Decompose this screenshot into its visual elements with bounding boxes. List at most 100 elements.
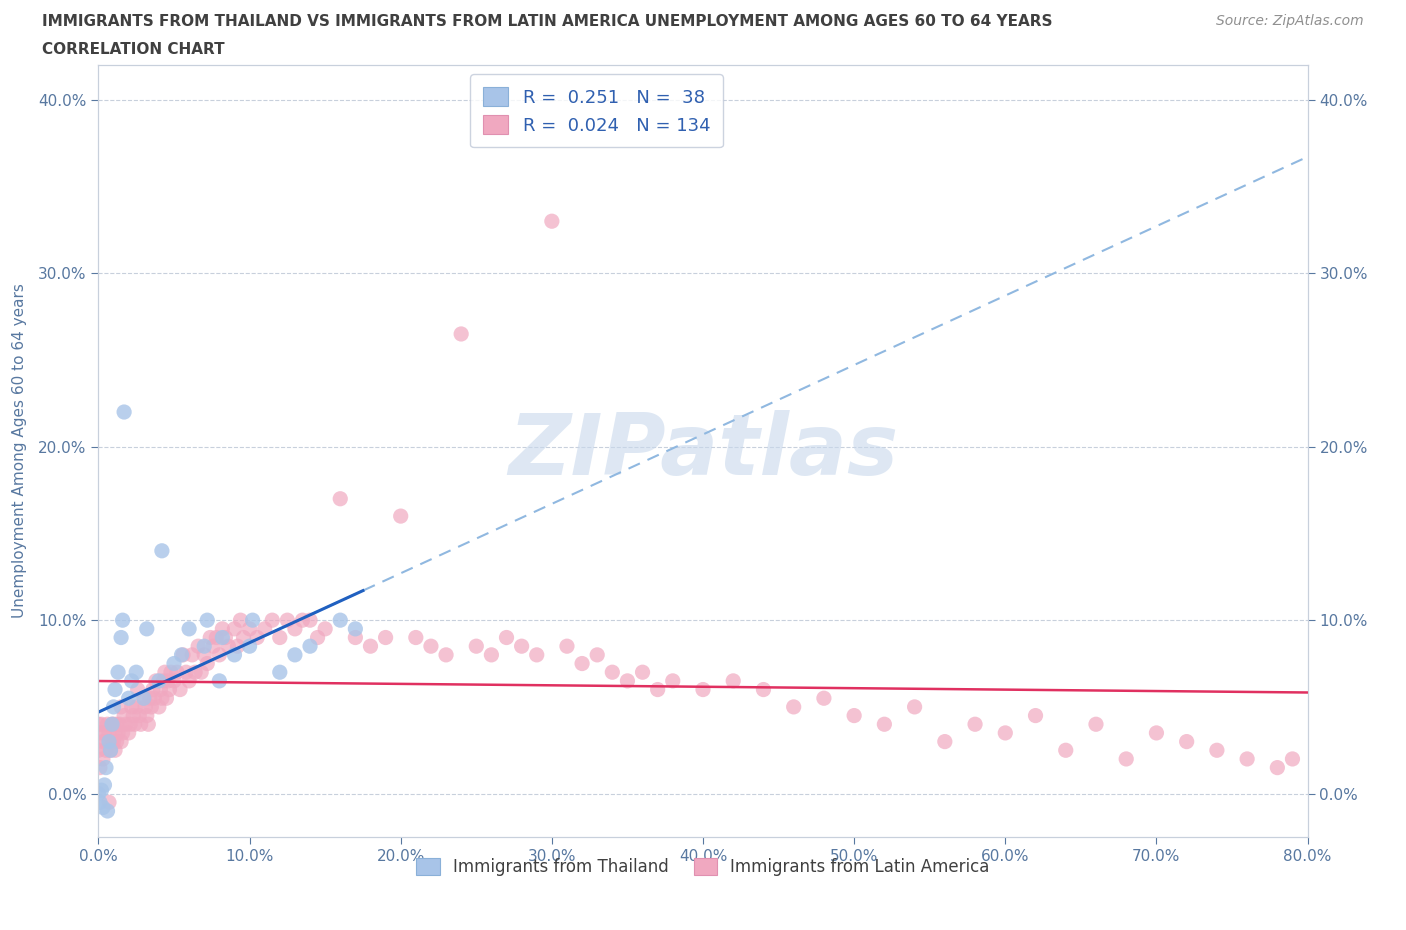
- Point: [269, 631, 291, 645]
- Text: IMMIGRANTS FROM THAILAND VS IMMIGRANTS FROM LATIN AMERICA UNEMPLOYMENT AMONG AGE: IMMIGRANTS FROM THAILAND VS IMMIGRANTS F…: [42, 14, 1053, 29]
- Point: [93, 725, 115, 740]
- Point: [276, 613, 298, 628]
- Point: [181, 647, 204, 662]
- Point: [526, 647, 548, 662]
- Point: [132, 691, 155, 706]
- Point: [179, 673, 201, 688]
- Point: [299, 613, 322, 628]
- Point: [174, 665, 197, 680]
- Point: [136, 717, 159, 732]
- Point: [148, 699, 170, 714]
- Point: [103, 717, 125, 732]
- Point: [329, 613, 352, 628]
- Point: [602, 665, 624, 680]
- Point: [89, 725, 111, 740]
- Point: [108, 717, 131, 732]
- Point: [844, 708, 866, 723]
- Point: [149, 682, 172, 697]
- Point: [121, 699, 143, 714]
- Point: [94, 743, 117, 758]
- Point: [193, 647, 215, 662]
- Point: [1206, 743, 1229, 758]
- Point: [242, 613, 264, 628]
- Point: [510, 639, 533, 654]
- Point: [132, 691, 155, 706]
- Point: [128, 708, 150, 723]
- Point: [344, 631, 367, 645]
- Point: [179, 621, 201, 636]
- Point: [96, 804, 118, 818]
- Point: [166, 665, 188, 680]
- Point: [965, 717, 987, 732]
- Point: [481, 647, 503, 662]
- Point: [156, 673, 179, 688]
- Point: [211, 631, 233, 645]
- Point: [87, 786, 110, 801]
- Point: [1054, 743, 1077, 758]
- Point: [374, 631, 396, 645]
- Point: [112, 708, 135, 723]
- Point: [450, 326, 472, 341]
- Point: [142, 682, 165, 697]
- Text: CORRELATION CHART: CORRELATION CHART: [42, 42, 225, 57]
- Point: [420, 639, 443, 654]
- Point: [103, 699, 125, 714]
- Point: [195, 656, 218, 671]
- Point: [1144, 725, 1167, 740]
- Legend: Immigrants from Thailand, Immigrants from Latin America: Immigrants from Thailand, Immigrants fro…: [409, 851, 997, 883]
- Point: [101, 717, 124, 732]
- Point: [187, 639, 209, 654]
- Point: [269, 665, 291, 680]
- Point: [135, 708, 157, 723]
- Point: [555, 639, 578, 654]
- Point: [110, 734, 132, 749]
- Point: [1115, 751, 1137, 766]
- Point: [111, 613, 134, 628]
- Point: [813, 691, 835, 706]
- Point: [934, 734, 956, 749]
- Point: [190, 665, 212, 680]
- Point: [135, 621, 157, 636]
- Point: [873, 717, 896, 732]
- Point: [155, 691, 177, 706]
- Point: [150, 691, 173, 706]
- Point: [217, 639, 239, 654]
- Point: [122, 708, 145, 723]
- Point: [107, 725, 129, 740]
- Point: [121, 673, 143, 688]
- Point: [783, 699, 806, 714]
- Text: ZIPatlas: ZIPatlas: [508, 409, 898, 493]
- Point: [163, 656, 186, 671]
- Point: [100, 743, 122, 758]
- Point: [98, 725, 121, 740]
- Point: [239, 621, 262, 636]
- Point: [434, 647, 457, 662]
- Point: [118, 725, 141, 740]
- Point: [253, 621, 276, 636]
- Point: [661, 673, 683, 688]
- Point: [360, 639, 382, 654]
- Point: [125, 665, 148, 680]
- Point: [1267, 760, 1289, 775]
- Point: [98, 734, 121, 749]
- Point: [101, 734, 124, 749]
- Point: [91, 734, 114, 749]
- Point: [208, 673, 231, 688]
- Point: [160, 665, 183, 680]
- Point: [307, 631, 329, 645]
- Point: [211, 621, 233, 636]
- Point: [101, 717, 124, 732]
- Point: [125, 699, 148, 714]
- Point: [229, 613, 252, 628]
- Point: [93, 777, 115, 792]
- Point: [104, 725, 127, 740]
- Point: [152, 673, 174, 688]
- Point: [226, 639, 249, 654]
- Point: [159, 682, 181, 697]
- Point: [631, 665, 654, 680]
- Point: [284, 621, 307, 636]
- Point: [224, 621, 246, 636]
- Point: [586, 647, 609, 662]
- Point: [129, 717, 152, 732]
- Point: [141, 699, 163, 714]
